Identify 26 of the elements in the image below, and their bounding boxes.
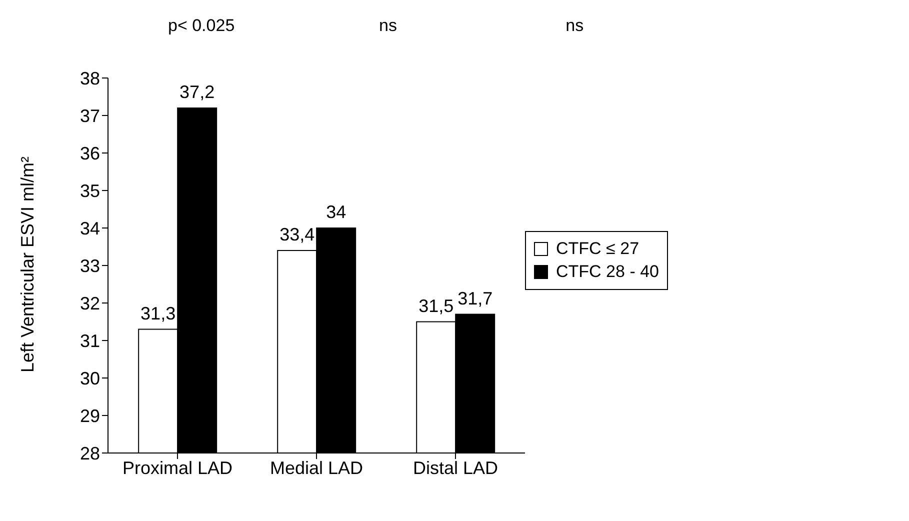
y-tick-label: 36 bbox=[80, 143, 100, 164]
x-tick-label: Distal LAD bbox=[412, 458, 498, 478]
data-label: 31,7 bbox=[458, 288, 493, 308]
y-tick-label: 31 bbox=[80, 330, 100, 351]
legend-label: CTFC 28 - 40 bbox=[556, 262, 659, 282]
y-tick-label: 37 bbox=[80, 106, 100, 126]
data-label: 31,5 bbox=[418, 296, 454, 316]
y-tick-label: 34 bbox=[80, 218, 100, 238]
x-tick-label: Proximal LAD bbox=[122, 458, 233, 478]
data-label: 37,2 bbox=[180, 82, 215, 102]
data-label: 33,4 bbox=[280, 224, 315, 244]
y-tick-label: 29 bbox=[80, 406, 100, 426]
data-label: 31,3 bbox=[140, 303, 176, 324]
y-tick-label: 38 bbox=[80, 68, 100, 88]
y-tick-label: 30 bbox=[80, 368, 100, 388]
y-tick-label: 28 bbox=[80, 443, 100, 464]
y-tick-label: 33 bbox=[80, 256, 100, 276]
legend-label: CTFC ≤ 27 bbox=[556, 239, 640, 259]
text: ns bbox=[564, 16, 585, 36]
text: p< 0.025 bbox=[167, 16, 236, 36]
text: ns bbox=[378, 16, 398, 36]
y-tick-label: 35 bbox=[80, 180, 100, 201]
y-tick-label: 32 bbox=[80, 293, 100, 314]
data-label: 34 bbox=[326, 202, 346, 222]
y-axis-title: Left Ventricular ESVI ml/m² bbox=[18, 154, 38, 374]
x-tick-label: Medial LAD bbox=[270, 458, 364, 478]
